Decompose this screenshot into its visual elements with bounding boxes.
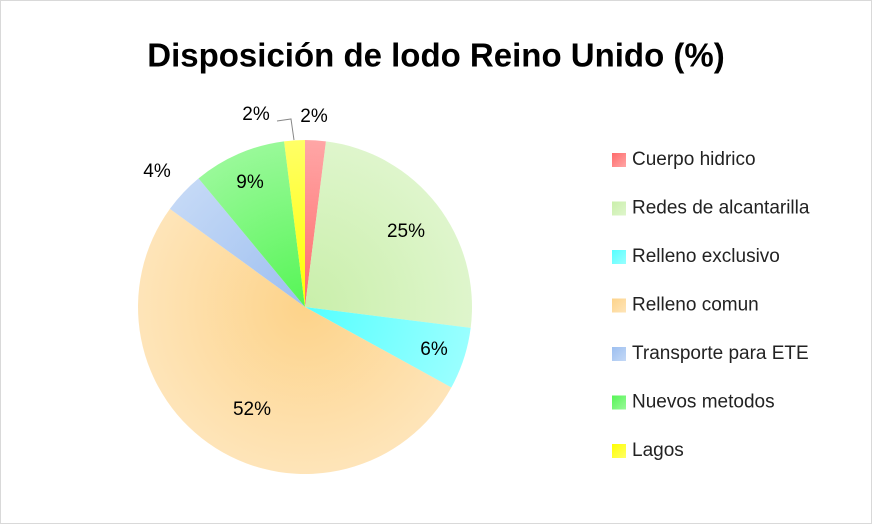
legend-label: Redes de alcantarilla (632, 198, 810, 219)
pie-slice (137, 208, 452, 475)
legend-swatch (612, 444, 626, 458)
legend-label: Transporte para ETE (632, 343, 809, 364)
legend-label: Relleno exclusivo (632, 246, 780, 267)
legend-label: Nuevos metodos (632, 392, 775, 413)
legend-swatch (612, 395, 626, 410)
pie-slice (305, 140, 326, 307)
data-label: 4% (143, 161, 171, 182)
legend-swatch (612, 347, 626, 361)
data-label: 52% (233, 399, 271, 420)
legend-swatch (612, 298, 626, 313)
legend-swatch (612, 250, 626, 264)
legend-swatch (612, 153, 626, 167)
data-label: 6% (420, 339, 448, 360)
pie-slice (169, 178, 305, 307)
pie-slice (284, 140, 305, 307)
legend-label: Cuerpo hidrico (632, 149, 756, 170)
data-label: 2% (242, 104, 270, 125)
pie-slice (305, 141, 472, 328)
pie-slice (198, 141, 305, 307)
pie-slice (305, 307, 471, 388)
chart-title: Disposición de lodo Reino Unido (%) (147, 37, 724, 74)
legend-swatch (612, 201, 626, 216)
data-label: 25% (387, 221, 425, 242)
leader-line (276, 118, 295, 141)
legend-label: Relleno comun (632, 295, 759, 316)
data-label: 2% (300, 106, 328, 127)
legend-label: Lagos (632, 440, 684, 461)
data-label: 9% (236, 172, 264, 193)
